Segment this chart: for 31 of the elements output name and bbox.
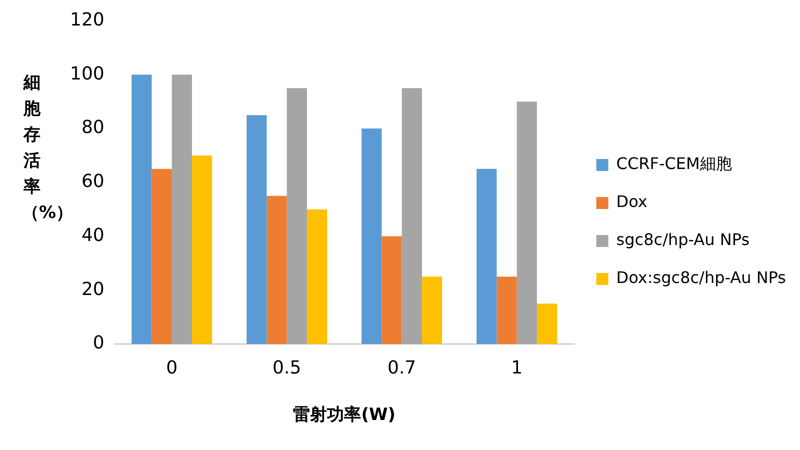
y-tick-label: 60 <box>81 171 104 192</box>
bar <box>192 155 212 344</box>
bar <box>286 88 307 344</box>
y-tick-label: 120 <box>70 9 104 30</box>
y-tick-label: 40 <box>81 224 104 246</box>
x-tick-label: 1 <box>511 357 523 378</box>
bar <box>246 115 267 344</box>
bar <box>172 74 192 344</box>
x-tick-label: 0 <box>166 357 178 378</box>
bar <box>476 168 497 344</box>
legend-label: Dox <box>616 192 648 212</box>
x-axis-title: 雷射功率(W) <box>293 405 396 426</box>
legend-label: CCRF-CEM細胞 <box>616 154 732 174</box>
legend-label: sgc8c/hp-Au NPs <box>616 230 750 250</box>
bar <box>382 236 402 344</box>
x-tick-label: 0.5 <box>272 357 302 378</box>
y-tick-label: 0 <box>92 332 104 354</box>
bar <box>536 304 558 344</box>
bar <box>266 196 287 344</box>
bar <box>496 276 517 344</box>
x-tick-label: 0.7 <box>388 357 416 378</box>
bar <box>402 88 422 344</box>
bar <box>516 102 537 344</box>
bar <box>362 128 382 344</box>
y-tick-label: 20 <box>81 278 104 300</box>
bar <box>132 74 152 344</box>
bar <box>422 276 442 344</box>
bar <box>306 209 328 344</box>
y-tick-label: 80 <box>81 117 104 138</box>
bar <box>152 168 172 344</box>
legend-label: Dox:sgc8c/hp-Au NPs <box>616 268 786 288</box>
